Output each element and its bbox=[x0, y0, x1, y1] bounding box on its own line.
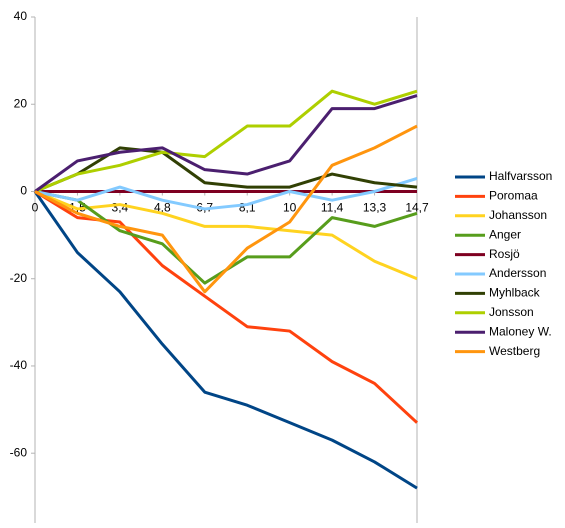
x-tick-label: 14,7 bbox=[405, 201, 429, 215]
legend-label: Johansson bbox=[489, 208, 547, 222]
legend-label: Rosjö bbox=[489, 247, 520, 261]
x-tick-label: 3,4 bbox=[112, 201, 129, 215]
y-tick-label: 40 bbox=[14, 9, 28, 23]
series-line bbox=[34, 176, 418, 211]
x-tick-label: 11,4 bbox=[321, 201, 344, 215]
x-tick-label: 10 bbox=[283, 201, 297, 215]
legend-label: Halfvarsson bbox=[489, 169, 552, 183]
y-tick-label: -40 bbox=[10, 358, 28, 372]
legend-label: Jonsson bbox=[489, 305, 534, 319]
series-line bbox=[33, 190, 418, 490]
y-tick-label: 20 bbox=[14, 96, 28, 110]
series-line bbox=[34, 89, 418, 193]
x-tick-label: 0 bbox=[32, 201, 39, 215]
legend-label: Poromaa bbox=[489, 189, 538, 203]
legend-label: Andersson bbox=[489, 266, 546, 280]
legend-label: Maloney W. bbox=[489, 324, 552, 338]
legend-label: Anger bbox=[489, 227, 521, 241]
y-tick-label: -20 bbox=[10, 271, 28, 285]
legend-label: Myhlback bbox=[489, 286, 541, 300]
y-tick-label: -60 bbox=[10, 445, 28, 459]
y-tick-label: 0 bbox=[20, 184, 27, 198]
series-line bbox=[34, 190, 418, 281]
series-line bbox=[34, 124, 418, 294]
legend-label: Westberg bbox=[489, 344, 540, 358]
x-tick-label: 13,3 bbox=[363, 201, 387, 215]
series-line bbox=[34, 146, 418, 193]
series-line bbox=[34, 94, 418, 193]
